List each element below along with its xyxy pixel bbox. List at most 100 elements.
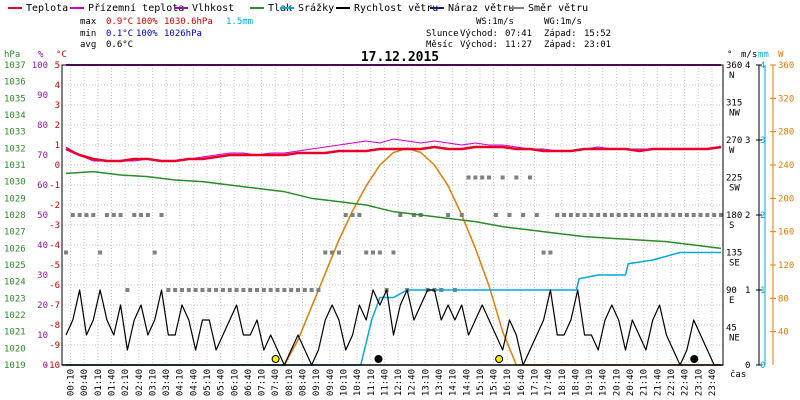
legend-item-ground-temperature[interactable]: Přízemní teplota	[70, 2, 184, 14]
temperature-tick-label: -9	[49, 341, 60, 351]
sun-label: Slunce	[426, 29, 459, 39]
solar-tick-label: 120	[778, 261, 794, 271]
humidity-tick-label: 20	[37, 301, 48, 311]
x-tick-label: 19:40	[599, 369, 609, 396]
wind-tick-label: 2	[745, 211, 750, 221]
temperature-tick-label: 0	[55, 161, 60, 171]
legend-item-rain[interactable]: Srážky	[280, 2, 334, 14]
legend-label-wind-gust: Náraz větru	[448, 2, 514, 14]
wind-direction-point	[698, 213, 703, 217]
wind-direction-point	[562, 213, 567, 217]
wind-direction-point	[507, 213, 512, 217]
wind-direction-point	[159, 213, 164, 217]
wind-direction-point	[391, 250, 396, 255]
x-tick-label: 14:40	[462, 369, 472, 396]
rain-series	[66, 251, 721, 366]
wind-direction-point	[684, 213, 689, 217]
temperature-tick-label: -3	[49, 221, 60, 231]
x-tick-label: 22:40	[681, 369, 691, 396]
wind-direction-point	[350, 213, 355, 217]
x-tick-label: 01:40	[107, 369, 117, 396]
wind-direction-point	[193, 288, 198, 292]
x-tick-label: 18:10	[558, 369, 568, 396]
temperature-tick-label: -7	[49, 301, 60, 311]
x-tick-label: 13:40	[435, 369, 445, 396]
x-tick-label: 06:40	[244, 369, 254, 396]
x-tick-label: 16:10	[503, 369, 513, 396]
wind-direction-point	[705, 213, 710, 217]
temperature-tick-label: -5	[49, 261, 60, 271]
wind-unit-label: m/s	[741, 50, 757, 60]
temperature-tick-label: 4	[55, 81, 60, 91]
wind-direction-point	[104, 213, 109, 217]
axis-ticks: 00:10 00:40 01:10 01:40 02:10 02:40 03:10 03:40…	[4, 61, 794, 396]
stats-max-label: max	[80, 17, 97, 27]
legend-item-humidity[interactable]: Vlhkost	[174, 3, 234, 14]
x-tick-label: 00:10	[67, 369, 77, 396]
sunrise-time: 07:41	[505, 29, 532, 39]
direction-unit-label: °	[727, 50, 732, 60]
pressure-tick-label: 1026	[4, 244, 26, 254]
legend-label-wind-direction: Směr větru	[528, 2, 588, 14]
stats-block: max 0.9°C 100% 1030.6hPa 1.5mm min 0.1°C…	[80, 17, 253, 50]
temperature-tick-label: 2	[55, 121, 60, 131]
stats-max-hum: 100%	[136, 17, 158, 27]
temperature-tick-label: -4	[49, 241, 60, 251]
wind-direction-point	[398, 213, 403, 217]
x-tick-label: 20:10	[612, 369, 622, 396]
x-tick-label: 00:40	[80, 369, 90, 396]
x-tick-label: 21:10	[640, 369, 650, 396]
pressure-line	[65, 170, 722, 250]
direction-tick-label: 180	[726, 211, 742, 221]
wind-direction-point	[227, 288, 232, 292]
wind-direction-point	[70, 213, 75, 217]
direction-tick-label: 360	[726, 61, 742, 71]
x-tick-label: 07:40	[271, 369, 281, 396]
wind-direction-point	[268, 288, 273, 292]
wind-direction-point	[98, 250, 103, 255]
wind-direction-point	[214, 288, 219, 292]
wind-tick-label: 4	[745, 61, 750, 71]
legend-item-wind-direction[interactable]: Směr větru	[510, 2, 588, 14]
humidity-tick-label: 0	[43, 361, 48, 371]
stats-max-temp: 0.9°C	[106, 17, 133, 27]
wind-direction-point	[64, 250, 68, 255]
wind-direction-point	[500, 175, 505, 180]
wind-direction-point	[541, 250, 546, 255]
x-tick-label: 09:10	[312, 369, 322, 396]
wind-direction-point	[493, 213, 498, 217]
legend-item-temperature[interactable]: Teplota	[8, 3, 68, 14]
wind-direction-point	[411, 213, 416, 217]
legend: Teplota Přízemní teplota Vlhkost Tlak Sr…	[8, 2, 588, 14]
astro-markers	[271, 355, 699, 363]
wind-direction-point	[568, 213, 573, 217]
x-tick-label: 17:10	[531, 369, 541, 396]
wind-direction-point	[91, 213, 96, 217]
wind-direction-point	[712, 213, 717, 217]
wind-direction-point	[357, 213, 362, 217]
wind-tick-label: 1	[745, 286, 750, 296]
wind-speed-line	[65, 289, 721, 366]
wind-direction-point	[671, 213, 676, 217]
legend-label-humidity: Vlhkost	[192, 3, 234, 14]
legend-item-wind-gust[interactable]: Náraz větru	[430, 2, 514, 14]
direction-tick-letter: SE	[729, 259, 740, 269]
pressure-tick-label: 1032	[4, 144, 26, 154]
pressure-series	[65, 170, 722, 250]
direction-tick-label: 135	[726, 249, 742, 259]
wind-direction-point	[118, 213, 123, 217]
humidity-tick-label: 50	[37, 211, 48, 221]
wind-direction-point	[282, 288, 287, 292]
wind-direction-point	[521, 213, 526, 217]
legend-item-wind-speed[interactable]: Rychlost větru	[336, 2, 438, 14]
wind-direction-point	[309, 288, 314, 292]
wind-direction-point	[446, 213, 451, 217]
x-tick-label: 02:40	[135, 369, 145, 396]
wind-direction-point	[637, 213, 642, 217]
temperature-tick-label: 3	[55, 101, 60, 111]
temperature-tick-label: -1	[49, 181, 60, 191]
temperature-tick-label: 1	[55, 141, 60, 151]
x-tick-label: 07:10	[258, 369, 268, 396]
rain-unit-label: mm	[758, 50, 769, 60]
direction-tick-letter: NW	[729, 109, 740, 119]
